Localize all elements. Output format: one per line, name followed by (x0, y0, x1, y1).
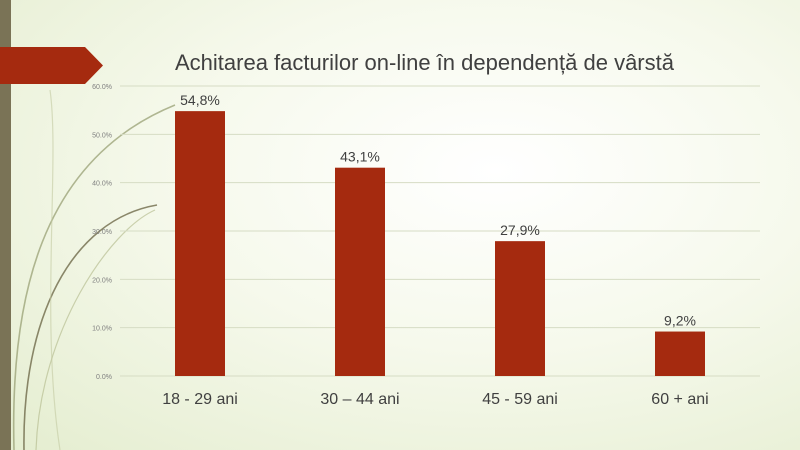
chart-title: Achitarea facturilor on-line în dependen… (175, 50, 674, 75)
data-label: 54,8% (180, 92, 220, 108)
category-label: 18 - 29 ani (162, 391, 238, 408)
bar (655, 331, 705, 376)
title-flag (0, 47, 103, 84)
data-label: 43,1% (340, 149, 380, 165)
category-label: 60 + ani (651, 391, 708, 408)
left-accent-bar (0, 0, 11, 450)
category-label: 30 – 44 ani (320, 391, 399, 408)
bar (175, 111, 225, 376)
y-tick-label: 40.0% (92, 181, 112, 188)
y-tick-label: 50.0% (92, 132, 112, 139)
bar (495, 241, 545, 376)
data-label: 27,9% (500, 222, 540, 238)
bar (335, 167, 385, 376)
y-tick-label: 30.0% (92, 229, 112, 236)
y-tick-label: 20.0% (92, 277, 112, 284)
data-label: 9,2% (664, 313, 696, 329)
category-label: 45 - 59 ani (482, 391, 558, 408)
y-tick-label: 10.0% (92, 326, 112, 333)
y-tick-label: 60.0% (92, 84, 112, 91)
y-tick-label: 0.0% (96, 374, 112, 381)
